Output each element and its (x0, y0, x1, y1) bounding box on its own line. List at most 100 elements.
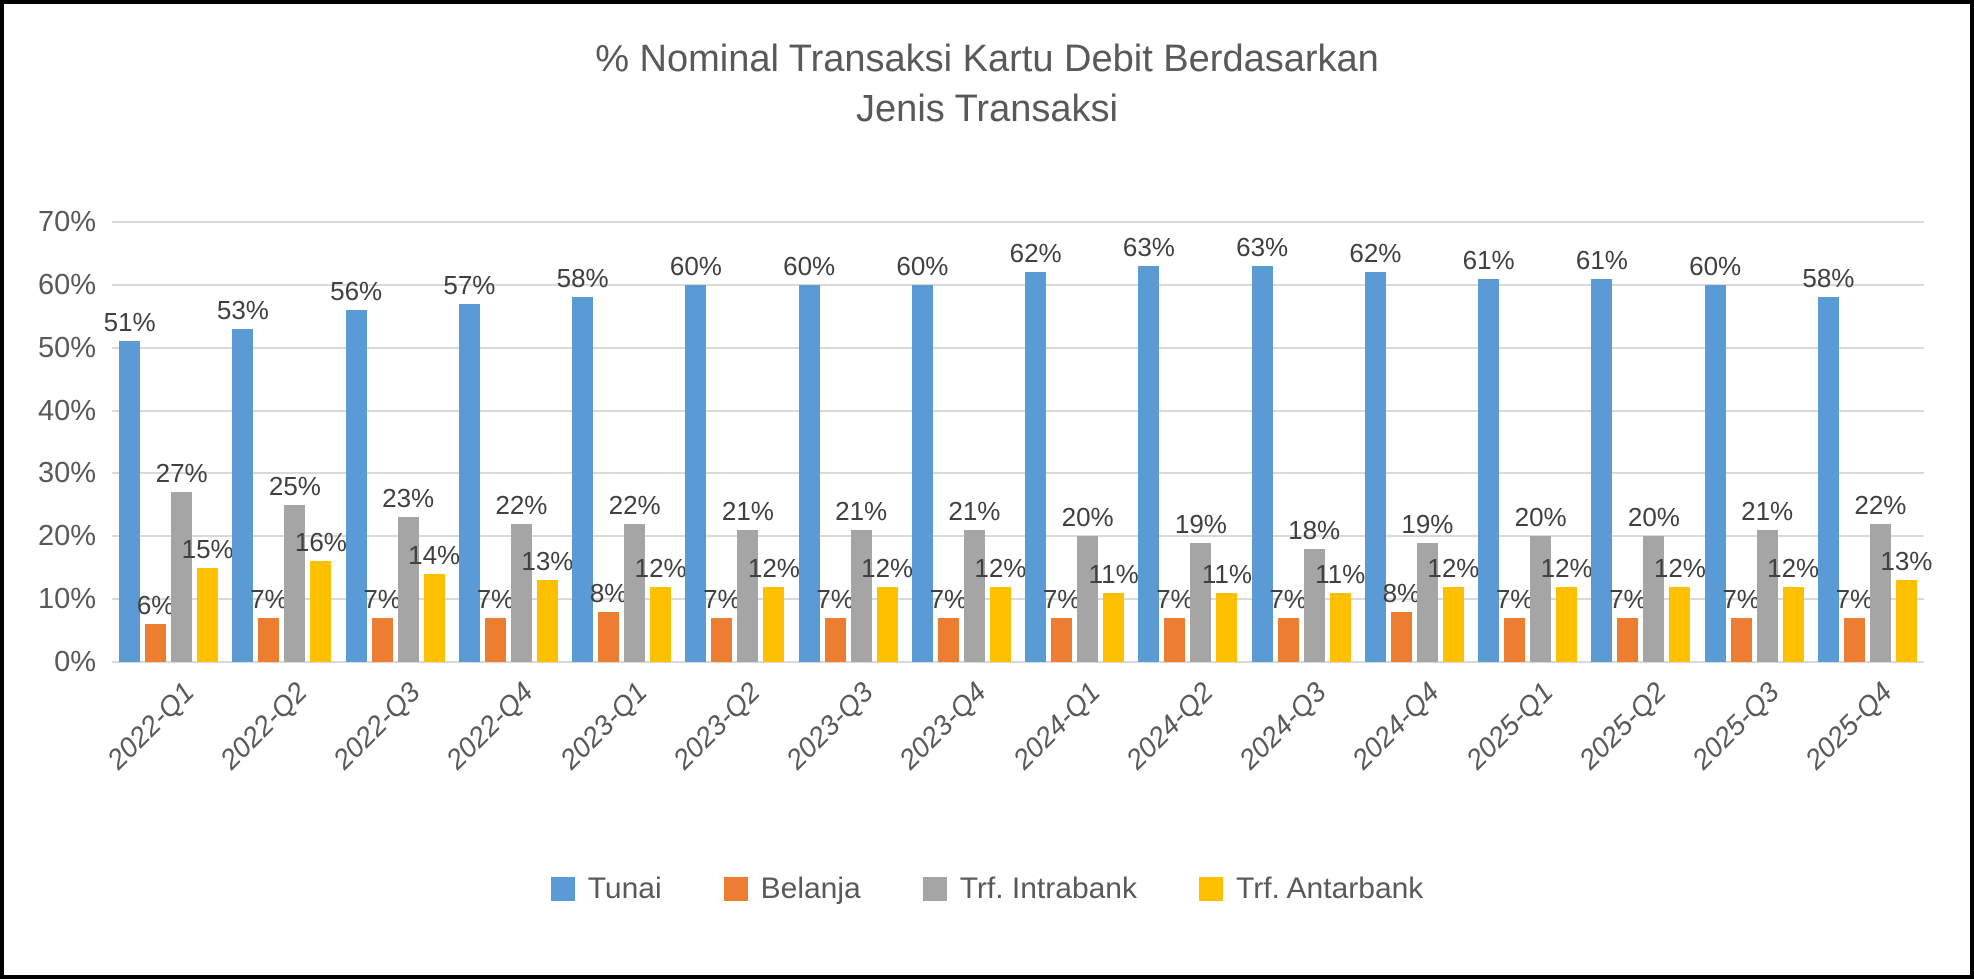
legend-label: Belanja (760, 872, 861, 905)
bar-trf-antarbank-2024-Q3 (1329, 592, 1351, 662)
data-label: 63% (1122, 232, 1175, 262)
bar-column: 12% (1767, 222, 1819, 662)
chart-title-line-2: Jenis Transaksi (856, 88, 1118, 130)
bar-trf-intrabank-2022-Q1 (171, 492, 193, 662)
data-label: 60% (783, 250, 836, 281)
x-tick-cell: 2023-Q3 (780, 662, 905, 850)
bar-column: 19% (1175, 222, 1227, 662)
bar-group-2022-Q2: 53% 7% 25% 16% (217, 222, 347, 662)
bar-column: 60% (1689, 222, 1741, 662)
bar-belanja-2024-Q3 (1277, 618, 1299, 662)
bar-column: 7% (1043, 222, 1080, 662)
data-label: 7% (929, 584, 968, 614)
data-label: 22% (495, 489, 548, 520)
gridline-50 (112, 346, 1924, 349)
bar-group-2023-Q3: 60% 7% 21% 12% (783, 222, 913, 662)
legend-label: Trf. Antarbank (1236, 872, 1424, 905)
x-tick-cell: 2025-Q4 (1799, 662, 1924, 850)
bar-group-2023-Q4: 60% 7% 21% 12% (896, 222, 1026, 662)
bar-column: 20% (1628, 222, 1680, 662)
legend-item-tunai: Tunai (550, 872, 662, 906)
bar-group-2022-Q4: 57% 7% 22% 13% (443, 222, 573, 662)
bar-trf-antarbank-2024-Q1 (1103, 592, 1125, 662)
x-tick-cell: 2024-Q2 (1120, 662, 1244, 850)
x-tick-cell: 2024-Q1 (1007, 662, 1131, 850)
bar-column: 25% (269, 222, 321, 662)
x-tick-label: 2022-Q3 (327, 676, 427, 775)
data-label: 12% (861, 552, 914, 583)
bar-group-2022-Q3: 56% 7% 23% 14% (330, 222, 460, 662)
bar-belanja-2024-Q1 (1051, 618, 1073, 662)
bar-column: 7% (1836, 222, 1873, 662)
gridline-30 (112, 472, 1924, 475)
data-label: 12% (1540, 552, 1593, 583)
x-tick-label: 2024-Q2 (1119, 676, 1219, 775)
bar-column: 7% (703, 222, 741, 662)
gridline-0 (112, 661, 1924, 663)
bar-trf-intrabank-2023-Q2 (737, 530, 759, 662)
data-label: 15% (181, 533, 234, 564)
bar-column: 20% (1515, 222, 1567, 662)
data-label: 12% (1653, 552, 1706, 583)
bar-trf-intrabank-2025-Q2 (1643, 536, 1665, 662)
bar-belanja-2025-Q3 (1730, 618, 1752, 662)
bar-group-2022-Q1: 51% 6% 27% 15% (104, 222, 234, 662)
bar-belanja-2022-Q2 (258, 618, 280, 662)
data-label: 60% (896, 250, 949, 281)
bar-tunai-2024-Q1 (1025, 272, 1047, 662)
x-tick-cell: 2023-Q2 (667, 662, 791, 850)
chart-title: % Nominal Transaksi Kartu Debit Berdasar… (4, 34, 1970, 134)
bar-belanja-2022-Q4 (484, 618, 506, 662)
data-label: 22% (608, 489, 661, 520)
data-label: 53% (216, 294, 269, 325)
data-label: 19% (1174, 508, 1227, 539)
x-tick-cell: 2022-Q1 (101, 662, 225, 850)
data-label: 6% (136, 590, 175, 621)
bar-column: 11% (1202, 222, 1252, 662)
bar-belanja-2023-Q2 (711, 618, 733, 662)
x-tick-cell: 2022-Q4 (440, 662, 565, 850)
bar-trf-intrabank-2023-Q4 (963, 530, 985, 662)
bar-tunai-2025-Q1 (1478, 278, 1500, 662)
bar-trf-intrabank-2025-Q4 (1869, 523, 1891, 662)
gridline-70 (112, 221, 1924, 223)
bar-trf-intrabank-2022-Q3 (397, 517, 419, 662)
bar-column: 7% (477, 222, 514, 662)
x-tick-label: 2024-Q4 (1346, 676, 1446, 775)
data-label: 16% (294, 527, 347, 558)
bar-tunai-2025-Q2 (1591, 278, 1613, 662)
data-label: 11% (1315, 558, 1366, 589)
bar-group-2023-Q1: 58% 8% 22% 12% (557, 222, 687, 662)
bar-column: 11% (1089, 222, 1139, 662)
bar-column: 12% (1541, 222, 1593, 662)
data-label: 21% (1741, 496, 1794, 526)
bar-column: 58% (1802, 222, 1854, 662)
bar-tunai-2023-Q1 (572, 297, 594, 662)
y-tick-label: 10% (37, 583, 96, 616)
bar-column: 63% (1236, 222, 1288, 662)
bar-column: 22% (1854, 222, 1906, 662)
bar-column: 27% (156, 222, 208, 662)
bar-column: 6% (137, 222, 174, 662)
x-tick-label: 2024-Q3 (1233, 676, 1333, 775)
legend-item-trf-antarbank: Trf. Antarbank (1199, 872, 1423, 906)
bar-column: 19% (1401, 222, 1453, 662)
data-label: 19% (1401, 508, 1454, 539)
bar-column: 22% (495, 222, 547, 662)
bar-trf-antarbank-2023-Q3 (876, 586, 898, 662)
x-tick-label: 2022-Q2 (213, 676, 313, 775)
data-label: 12% (974, 552, 1027, 583)
bar-column: 60% (783, 222, 835, 662)
data-label: 63% (1236, 232, 1289, 262)
bar-column: 7% (816, 222, 854, 662)
bar-column: 7% (1269, 222, 1307, 662)
data-label: 7% (816, 584, 854, 614)
bar-trf-antarbank-2023-Q4 (989, 586, 1011, 662)
x-tick-cell: 2022-Q2 (214, 662, 338, 850)
data-label: 58% (556, 263, 609, 294)
bar-groups: 51% 6% 27% 15% 53% 7% 25% 16% 56% 7% 23% 14% 57% 7% 22… (104, 222, 1932, 662)
bar-group-2024-Q1: 62% 7% 20% 11% (1010, 222, 1139, 662)
bar-column: 12% (974, 222, 1026, 662)
bar-trf-antarbank-2025-Q4 (1895, 580, 1917, 662)
